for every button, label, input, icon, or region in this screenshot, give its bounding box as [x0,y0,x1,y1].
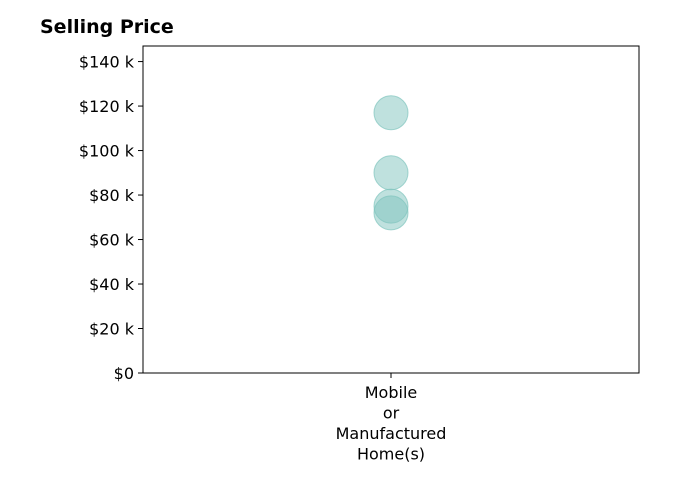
y-tick-label: $40 k [89,275,135,294]
data-points [373,95,409,231]
y-tick-label: $60 k [89,231,135,250]
y-axis: $0 $20 k $40 k $60 k $80 k $100 k $120 k $140 k [79,53,143,383]
plot-frame [142,45,640,374]
y-tick-label: $120 k [79,97,135,116]
data-point [373,195,409,231]
y-tick-label: $20 k [89,320,135,339]
chart-title: Selling Price [40,16,174,38]
data-point [373,155,409,191]
y-tick-label: $80 k [89,186,135,205]
x-tick-label: Mobile or Manufactured Home(s) [336,383,447,464]
y-tick-label: $0 [114,364,134,383]
data-point [373,95,409,131]
x-axis: Mobile or Manufactured Home(s) [336,373,447,464]
y-tick-label: $100 k [79,142,135,161]
y-tick-label: $140 k [79,53,135,72]
